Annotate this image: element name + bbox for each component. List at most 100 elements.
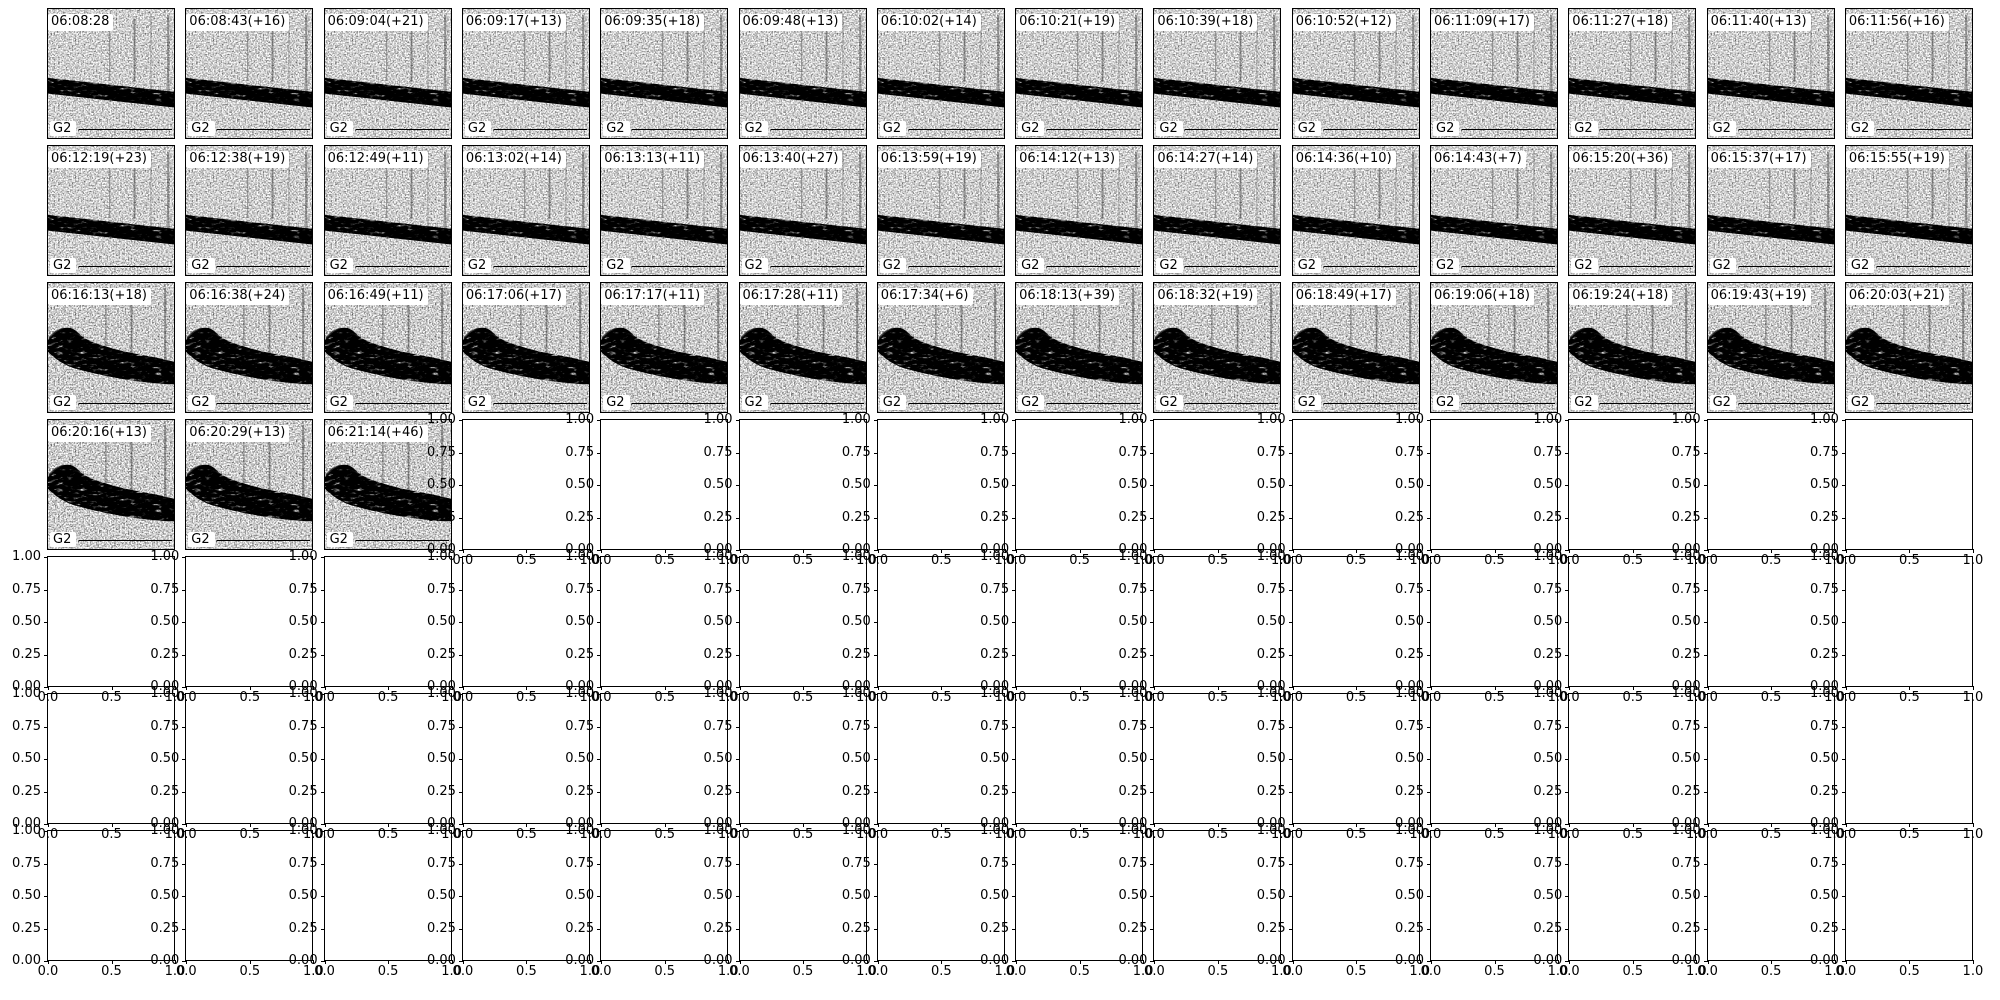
y-tick-label: 1.00 [1395, 686, 1424, 701]
spectrogram-panel: G2 06:12:19(+23) [47, 145, 175, 276]
y-tick-label: 1.00 [288, 686, 318, 701]
y-tick-mark [1703, 961, 1708, 962]
y-tick-mark [735, 654, 740, 656]
x-tick-mark [462, 823, 464, 827]
x-tick-mark [1771, 823, 1773, 827]
group-label: G2 [1294, 258, 1322, 273]
x-tick-mark [803, 823, 804, 827]
y-tick-label: 1.00 [426, 549, 456, 564]
y-tick-label: 0.50 [1671, 751, 1701, 766]
y-tick-mark [597, 589, 602, 591]
panel-baseline-rule [1462, 265, 1555, 267]
x-tick-mark [1494, 823, 1496, 827]
empty-plot-panel: 1.00 0.75 0.50 0.25 0.00 0.0 0.5 1.0 [1257, 686, 1430, 842]
y-tick-mark [1565, 452, 1570, 454]
x-tick-mark [1431, 686, 1432, 690]
x-tick-label: 1.0 [1962, 690, 1984, 705]
y-tick-mark [1288, 589, 1293, 591]
y-tick-label: 0.75 [1533, 718, 1563, 734]
x-tick-mark [1419, 960, 1421, 964]
y-tick-mark [182, 759, 187, 760]
panel-title: 06:14:27(+14) [1154, 151, 1258, 168]
y-tick-mark [44, 863, 48, 865]
y-tick-mark [735, 896, 740, 897]
y-tick-label: 0.50 [1671, 614, 1701, 629]
x-tick-mark [739, 686, 741, 690]
x-tick-mark [1217, 960, 1219, 964]
y-tick-label: 1.00 [703, 686, 733, 701]
spectrogram-panel: G2 06:12:38(+19) [185, 145, 314, 276]
x-tick-label: 0.5 [1069, 690, 1090, 705]
x-tick-mark [186, 686, 188, 690]
y-tick-mark [458, 831, 463, 832]
y-tick-label: 0.00 [288, 679, 318, 694]
y-tick-label: 0.25 [288, 920, 318, 936]
y-tick-mark [735, 420, 740, 421]
y-tick-mark [458, 726, 463, 728]
y-tick-mark [1565, 557, 1570, 558]
y-tick-mark [458, 694, 463, 695]
y-tick-mark [320, 791, 325, 793]
empty-plot-panel: 1.00 0.75 0.50 0.25 0.00 0.0 0.5 1.0 [427, 686, 600, 842]
y-tick-label: 1.00 [12, 686, 41, 701]
y-tick-label: 0.75 [1533, 444, 1563, 460]
x-tick-label: 0.5 [792, 553, 814, 568]
x-tick-mark [1834, 823, 1836, 827]
y-tick-mark [320, 759, 325, 760]
y-tick-mark [320, 622, 325, 623]
y-tick-label: 0.25 [703, 646, 733, 662]
x-tick-mark [739, 960, 741, 964]
group-label: G2 [326, 258, 353, 273]
panel-baseline-rule [1600, 128, 1694, 130]
y-tick-mark [597, 961, 602, 962]
panel-title: 06:10:02(+14) [877, 14, 981, 31]
panel-baseline-rule [355, 265, 449, 267]
x-tick-mark [1632, 960, 1634, 964]
spectrogram-panel: G2 06:14:12(+13) [1015, 145, 1144, 276]
empty-plot-panel: 1.00 0.75 0.50 0.25 0.00 0.0 0.5 1.0 [1118, 412, 1291, 568]
x-tick-mark [1431, 823, 1432, 827]
y-tick-mark [735, 557, 740, 558]
x-tick-mark [1292, 960, 1294, 964]
y-tick-mark [1288, 550, 1293, 551]
x-tick-mark [803, 549, 804, 553]
y-tick-mark [735, 694, 740, 695]
y-tick-mark [597, 896, 602, 897]
y-tick-mark [1703, 687, 1708, 688]
panel-baseline-rule [1600, 265, 1694, 267]
group-label: G2 [741, 258, 768, 273]
panel-title: 06:09:35(+18) [601, 14, 705, 31]
x-tick-label: 0.0 [1005, 964, 1027, 979]
spectrogram-panel: G2 06:20:29(+13) [185, 419, 314, 550]
y-tick-mark [1565, 759, 1570, 760]
y-tick-label: 1.00 [1809, 412, 1839, 427]
y-tick-mark [1150, 687, 1155, 688]
x-tick-label: 0.0 [1420, 690, 1442, 705]
x-tick-mark [1707, 823, 1709, 827]
group-label: G2 [1709, 395, 1736, 410]
spectrogram-panel: G2 06:11:27(+18) [1568, 8, 1697, 139]
y-tick-label: 0.75 [1118, 581, 1148, 597]
spectrogram-panel: G2 06:13:13(+11) [600, 145, 729, 276]
y-tick-label: 0.75 [288, 855, 318, 871]
y-tick-label: 0.50 [1118, 751, 1148, 766]
y-tick-mark [320, 694, 325, 695]
panel-title: 06:13:59(+19) [877, 151, 981, 168]
x-tick-mark [313, 960, 315, 964]
spectrogram-panel: G2 06:17:34(+6) [876, 282, 1005, 413]
y-tick-label: 0.75 [12, 581, 41, 597]
y-tick-mark [1427, 557, 1431, 558]
x-tick-label: 1.0 [1962, 964, 1984, 979]
y-tick-label: 1.00 [1809, 686, 1839, 701]
x-tick-label: 0.0 [590, 827, 612, 842]
empty-plot-panel: 1.00 0.75 0.50 0.25 0.00 0.0 0.5 1.0 [1810, 686, 1983, 842]
y-tick-mark [597, 824, 602, 825]
y-tick-mark [1703, 557, 1708, 558]
y-tick-label: 0.75 [426, 855, 456, 871]
spectrogram-panel: G2 06:20:16(+13) [47, 419, 175, 550]
y-tick-mark [1288, 961, 1293, 962]
x-tick-label: 0.5 [1345, 827, 1367, 842]
empty-plot-panel: 1.00 0.75 0.50 0.25 0.00 0.0 0.5 1.0 [1672, 549, 1845, 705]
x-tick-mark [48, 960, 49, 964]
spectrogram-panel: G2 06:21:14(+46) [323, 419, 452, 550]
